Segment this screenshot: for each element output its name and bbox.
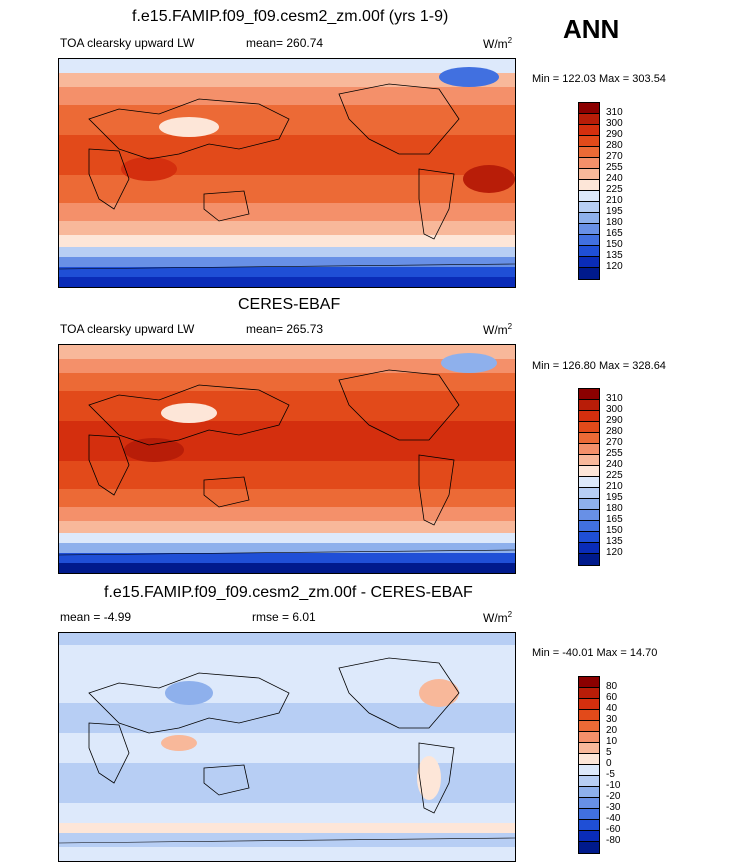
cbar-tick: 280 (606, 140, 623, 151)
cbar-tick: 310 (606, 393, 623, 404)
cbar-tick: 195 (606, 492, 623, 503)
panel3-units: W/m2 (483, 610, 513, 625)
cbar-tick: 225 (606, 184, 623, 195)
panel2-minmax: Min = 126.80 Max = 328.64 (532, 360, 666, 372)
cbar-tick: 225 (606, 470, 623, 481)
panel1-minmax: Min = 122.03 Max = 303.54 (532, 73, 666, 85)
cbar-tick: 0 (606, 758, 612, 769)
panel3-title: f.e15.FAMIP.f09_f09.cesm2_zm.00f - CERES… (104, 584, 473, 601)
cbar-tick: -60 (606, 824, 621, 835)
panel1-mean: mean= 260.74 (246, 36, 324, 50)
cbar-tick: -10 (606, 780, 621, 791)
panel1-variable: TOA clearsky upward LW (60, 36, 195, 50)
cbar-tick: 150 (606, 239, 623, 250)
panel2-map (58, 344, 516, 574)
panel3-map (58, 632, 516, 862)
cbar-tick: 300 (606, 118, 623, 129)
cbar-tick: 20 (606, 725, 618, 736)
season-label: ANN (563, 14, 620, 44)
cbar-tick: 60 (606, 692, 618, 703)
cbar-tick: 135 (606, 250, 623, 261)
panel1-map (58, 58, 516, 288)
cbar-tick: 180 (606, 217, 623, 228)
cbar-tick: 30 (606, 714, 618, 725)
cbar-tick: 40 (606, 703, 618, 714)
cbar-tick: 80 (606, 681, 618, 692)
panel3-map-field (59, 633, 515, 861)
cbar-tick: 165 (606, 228, 623, 239)
panel3-mean: mean = -4.99 (60, 610, 132, 624)
cbar-tick: 10 (606, 736, 618, 747)
panel2-variable: TOA clearsky upward LW (60, 322, 195, 336)
panel2-title: CERES-EBAF (238, 296, 341, 313)
panel1-title: f.e15.FAMIP.f09_f09.cesm2_zm.00f (yrs 1-… (132, 8, 449, 25)
panel3-rmse: rmse = 6.01 (252, 610, 316, 624)
cbar-tick: 300 (606, 404, 623, 415)
cbar-tick: 290 (606, 415, 623, 426)
cbar-tick: 310 (606, 107, 623, 118)
panel3-minmax: Min = -40.01 Max = 14.70 (532, 647, 658, 659)
cbar-tick: -20 (606, 791, 621, 802)
cbar-tick: 150 (606, 525, 623, 536)
cbar-tick: 270 (606, 437, 623, 448)
panel2-units: W/m2 (483, 322, 513, 337)
cbar-tick: -30 (606, 802, 621, 813)
panel1-units: W/m2 (483, 36, 513, 51)
cbar-tick: 240 (606, 459, 623, 470)
cbar-tick: 210 (606, 481, 623, 492)
cbar-tick: 5 (606, 747, 612, 758)
cbar-tick: 255 (606, 448, 623, 459)
cbar-tick: 135 (606, 536, 623, 547)
panel2-map-field (59, 345, 515, 573)
cbar-tick: 180 (606, 503, 623, 514)
cbar-tick: 195 (606, 206, 623, 217)
cbar-tick: -40 (606, 813, 621, 824)
cbar-tick: 280 (606, 426, 623, 437)
panel2-mean: mean= 265.73 (246, 322, 324, 336)
cbar-tick: 290 (606, 129, 623, 140)
cbar-tick: 120 (606, 547, 623, 558)
cbar-tick: -80 (606, 835, 621, 846)
cbar-tick: 240 (606, 173, 623, 184)
cbar-tick: 270 (606, 151, 623, 162)
panel3-colorbar (578, 676, 600, 854)
panel2-colorbar (578, 388, 600, 566)
cbar-tick: -5 (606, 769, 615, 780)
panel1-colorbar (578, 102, 600, 280)
cbar-tick: 165 (606, 514, 623, 525)
cbar-tick: 210 (606, 195, 623, 206)
cbar-tick: 255 (606, 162, 623, 173)
cbar-tick: 120 (606, 261, 623, 272)
panel1-map-field (59, 59, 515, 287)
